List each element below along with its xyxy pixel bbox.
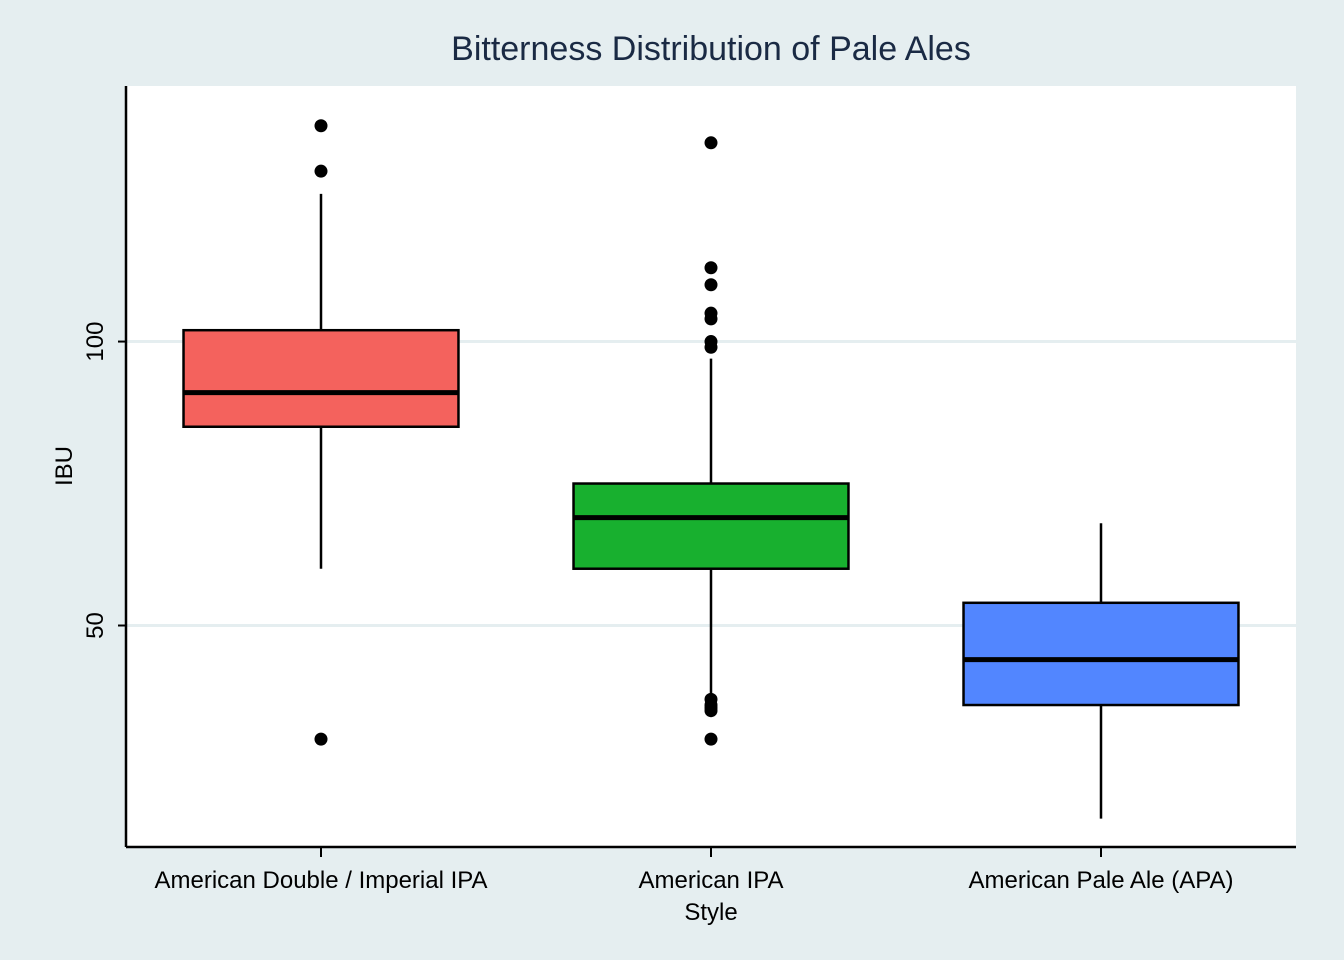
outlier-point xyxy=(704,261,718,275)
box-group xyxy=(572,136,850,746)
y-tick-label: 50 xyxy=(82,612,109,639)
axis-ticks: 50 100 American Double / Imperial IPA Ameri… xyxy=(82,322,1234,894)
y-axis-label: IBU xyxy=(51,446,78,486)
boxes xyxy=(182,119,1240,819)
outlier-point xyxy=(704,692,718,706)
x-tick-label: American IPA xyxy=(639,867,784,894)
outlier-point xyxy=(704,335,718,349)
outlier-point xyxy=(704,306,718,320)
x-tick-label: American Double / Imperial IPA xyxy=(154,867,487,894)
chart-title: Bitterness Distribution of Pale Ales xyxy=(451,30,971,68)
box-iqr xyxy=(962,601,1240,707)
outlier-point xyxy=(704,278,718,292)
x-tick-label: American Pale Ale (APA) xyxy=(969,867,1234,894)
outlier-point xyxy=(314,119,328,133)
box-iqr xyxy=(572,482,850,570)
outlier-point xyxy=(314,164,328,178)
box-group xyxy=(182,119,460,746)
box-group xyxy=(962,523,1240,819)
outlier-point xyxy=(704,732,718,746)
x-axis-label: Style xyxy=(684,899,737,926)
y-tick-label: 100 xyxy=(82,322,109,362)
outlier-point xyxy=(314,732,328,746)
outlier-point xyxy=(704,136,718,150)
box-iqr xyxy=(182,328,460,428)
